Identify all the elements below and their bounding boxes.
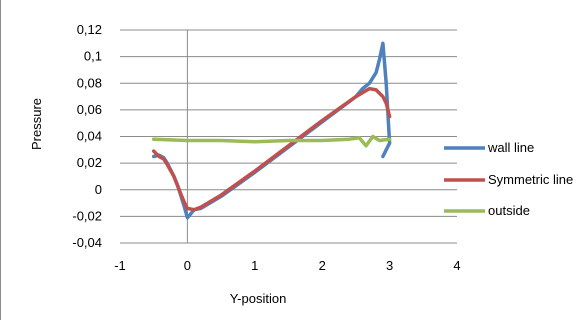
legend-label: wall line [487,140,534,155]
gridlines [120,29,457,217]
series-line-wall-line [151,41,392,220]
y-tick-label: 0,08 [77,75,102,90]
y-axis-title: Pressure [29,98,44,150]
y-tick-labels: -0,04 -0,02 0 0,02 0,04 0,06 0,08 0,1 0,12 [72,22,102,250]
legend: wall line Symmetric line outside [444,140,573,218]
legend-label: Symmetric line [488,172,573,187]
y-tick-label: -0,02 [72,208,102,223]
x-tick-label: 2 [319,258,326,273]
y-tick-label: 0 [95,182,102,197]
y-tick-label: 0,04 [77,129,102,144]
x-tick-label: 3 [386,258,393,273]
x-tick-label: 1 [251,258,258,273]
y-tick-label: -0,04 [72,235,102,250]
x-tick-label: 4 [453,258,460,273]
y-tick-label: 0,1 [84,49,102,64]
x-tick-labels: -1 0 1 2 3 4 [114,258,460,273]
y-tick-label: 0,12 [77,22,102,37]
series-line-symmetric-line [151,86,392,212]
legend-label: outside [488,203,530,218]
x-tick-label: 0 [184,258,191,273]
series-lines [151,41,392,220]
y-tick-label: 0,06 [77,102,102,117]
x-tick-label: -1 [114,258,126,273]
x-axis-title: Y-position [230,291,287,306]
y-tick-label: 0,02 [77,155,102,170]
series-line-outside [151,134,392,148]
